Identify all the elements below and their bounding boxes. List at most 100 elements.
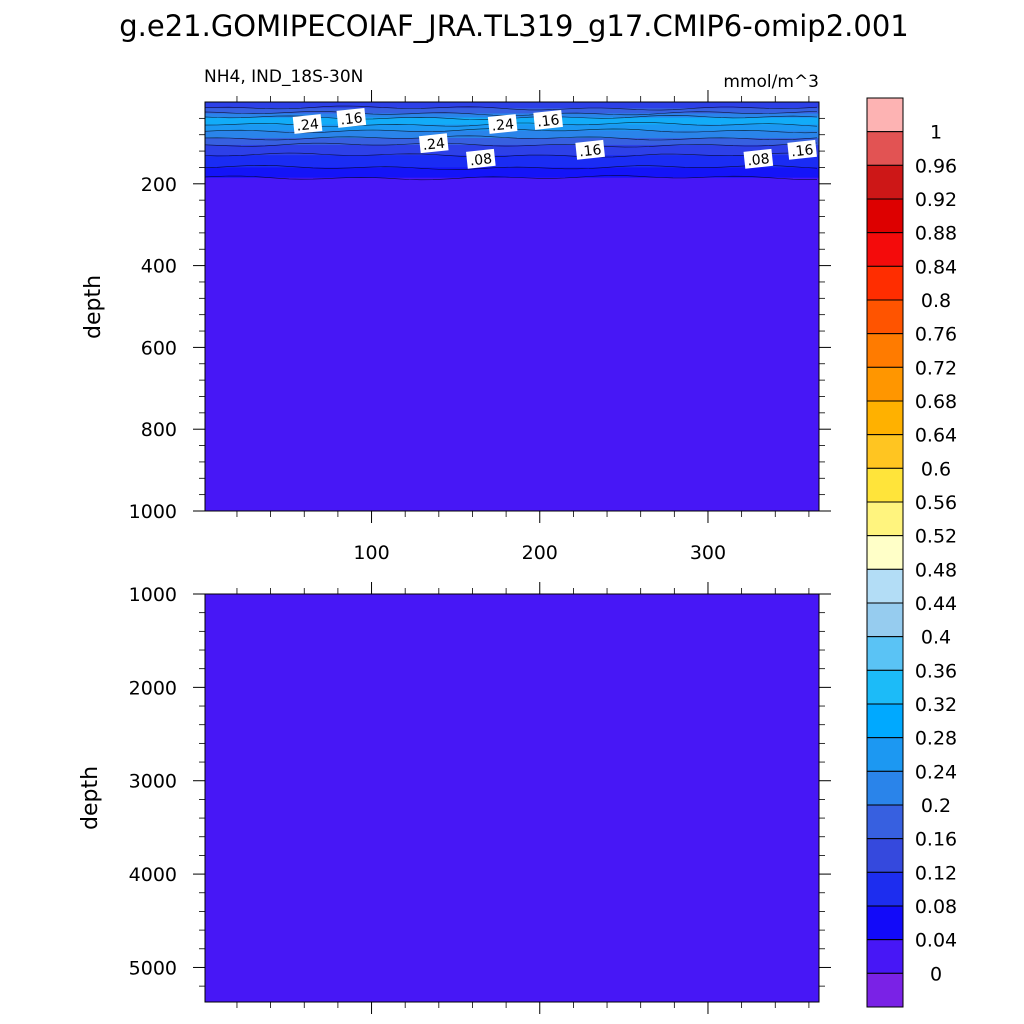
colorbar-level-label: 0.32	[915, 694, 957, 716]
upper-band-6	[205, 137, 819, 146]
colorbar-level-label: 0.48	[915, 559, 957, 581]
contour-label-text: .16	[578, 142, 602, 160]
colorbar-swatch-7	[866, 333, 904, 368]
colorbar-swatch-9	[866, 400, 904, 436]
colorbar: 1 0.96 0.92 0.88 0.84 0.8 0.76 0.72 0.68 0.64 0.6 0…	[866, 97, 957, 1008]
contour-line-5	[204, 135, 818, 141]
colorbar-level-label: 0.2	[921, 795, 951, 817]
colorbar-swatch-8	[866, 366, 904, 402]
upper-y-tick-label: 1000	[129, 501, 177, 523]
upper-variable-label: NH4, IND_18S-30N	[204, 67, 363, 87]
colorbar-swatch-17	[866, 669, 904, 705]
colorbar-level-label: 1	[930, 122, 942, 144]
lower-axis-ticks: 1000 2000 3000 4000 5000	[129, 582, 831, 1014]
contour-label-1: .16	[336, 107, 367, 129]
contour-label-text: .24	[491, 116, 515, 134]
upper-y-tick-label: 800	[141, 419, 177, 441]
upper-units-label: mmol/m^3	[723, 72, 819, 92]
colorbar-level-label: 0.24	[915, 761, 957, 783]
lower-band-0	[205, 594, 819, 1002]
colorbar-swatch-6	[866, 299, 904, 335]
contour-label-0: .24	[292, 114, 323, 135]
colorbar-level-label: 0.68	[915, 391, 957, 413]
colorbar-swatch-21	[866, 804, 904, 840]
colorbar-level-label: 0.28	[915, 728, 957, 750]
colorbar-level-label: 0.36	[915, 660, 957, 682]
colorbar-swatch-11	[866, 467, 904, 503]
colorbar-level-label: 0.8	[921, 290, 951, 312]
contour-label-5: .16	[533, 109, 563, 131]
colorbar-level-label: 0.08	[915, 896, 957, 918]
contour-line-8	[204, 164, 818, 170]
colorbar-swatch-20	[866, 770, 904, 806]
colorbar-level-label: 0.56	[915, 492, 957, 514]
colorbar-swatch-0	[866, 97, 904, 133]
colorbar-swatch-16	[866, 636, 904, 671]
colorbar-level-label: 0.52	[915, 526, 957, 548]
colorbar-labels: 1 0.96 0.92 0.88 0.84 0.8 0.76 0.72 0.68 0.64 0.6 0…	[915, 122, 957, 986]
upper-y-tick-label: 400	[141, 256, 177, 278]
colorbar-level-label: 0.88	[915, 223, 957, 245]
upper-y-axis-label: depth	[81, 275, 106, 339]
upper-band-8	[205, 155, 819, 168]
contour-line-9	[204, 175, 818, 181]
colorbar-level-label: 0.96	[915, 155, 957, 177]
upper-depth-bands	[205, 102, 819, 512]
chart-title: g.e21.GOMIPECOIAF_JRA.TL319_g17.CMIP6-om…	[119, 9, 909, 43]
upper-band-7	[205, 144, 819, 156]
colorbar-swatch-25	[866, 939, 904, 974]
upper-band-1	[205, 108, 819, 114]
colorbar-level-label: 0	[930, 963, 942, 985]
contour-label-text: .16	[340, 110, 364, 128]
lower-plot-frame	[204, 593, 820, 1003]
colorbar-swatch-26	[866, 972, 904, 1008]
upper-band-0	[205, 102, 819, 109]
colorbar-level-label: 0.4	[921, 627, 951, 649]
colorbar-swatch-4	[866, 232, 904, 267]
upper-y-tick-label: 600	[141, 337, 177, 359]
colorbar-swatch-22	[866, 838, 904, 873]
colorbar-swatches	[866, 97, 904, 1008]
contour-line-7	[204, 152, 818, 158]
colorbar-level-label: 0.04	[915, 930, 957, 952]
lower-y-tick-label: 4000	[129, 864, 177, 886]
contour-label-7: .08	[743, 148, 774, 169]
contour-label-text: .16	[536, 112, 560, 130]
contour-label-4: .24	[487, 114, 518, 135]
contour-label-2: .24	[418, 133, 449, 154]
colorbar-swatch-10	[866, 434, 904, 469]
colorbar-swatch-13	[866, 535, 904, 570]
colorbar-swatch-2	[866, 164, 904, 200]
lower-panel: 1000 2000 3000 4000 5000 depth	[78, 582, 831, 1014]
colorbar-level-label: 0.84	[915, 256, 957, 278]
colorbar-swatch-1	[866, 131, 904, 166]
upper-contour-labels: .24 .16 .24 .08 .24 .16 .16 .08 .16	[292, 107, 817, 169]
upper-axis-ticks: 200 400 600 800 1000 100 200 300	[129, 90, 831, 564]
lower-y-tick-label: 5000	[129, 957, 177, 979]
colorbar-swatch-19	[866, 737, 904, 772]
upper-band-9	[205, 167, 819, 179]
colorbar-swatch-14	[866, 568, 904, 604]
colorbar-swatch-12	[866, 501, 904, 537]
colorbar-level-label: 0.72	[915, 357, 957, 379]
contour-label-8: .16	[787, 139, 817, 160]
upper-plot-frame	[204, 101, 820, 512]
contour-line-6	[204, 142, 818, 148]
colorbar-level-label: 0.92	[915, 189, 957, 211]
contour-label-text: .16	[790, 142, 814, 160]
upper-x-tick-label: 200	[522, 542, 558, 564]
contour-label-text: .08	[747, 151, 771, 169]
lower-depth-bands	[205, 594, 819, 1002]
upper-band-5	[205, 130, 819, 139]
upper-panel: .24 .16 .24 .08 .24 .16 .16 .08 .16 200 400 600 800…	[81, 67, 831, 564]
colorbar-swatch-24	[866, 905, 904, 941]
colorbar-swatch-23	[866, 871, 904, 907]
contour-label-3: .08	[466, 148, 496, 169]
upper-band-10	[205, 177, 819, 512]
contour-label-6: .16	[575, 139, 605, 160]
colorbar-swatch-18	[866, 703, 904, 739]
colorbar-level-label: 0.16	[915, 829, 957, 851]
colorbar-level-label: 0.44	[915, 593, 957, 615]
upper-x-tick-label: 300	[690, 542, 726, 564]
